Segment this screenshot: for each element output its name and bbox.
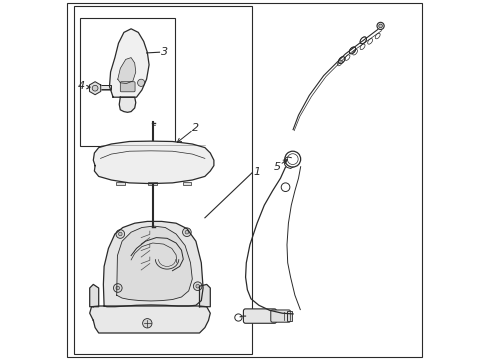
Circle shape xyxy=(92,85,98,91)
Circle shape xyxy=(116,230,124,238)
Polygon shape xyxy=(89,284,99,307)
Bar xyxy=(99,85,111,89)
Text: 2: 2 xyxy=(192,123,199,133)
Text: 4: 4 xyxy=(78,81,85,91)
FancyBboxPatch shape xyxy=(120,82,135,92)
Text: 5: 5 xyxy=(273,162,281,172)
Text: 3: 3 xyxy=(161,47,168,57)
Bar xyxy=(73,6,251,354)
Circle shape xyxy=(196,284,199,288)
Bar xyxy=(148,182,157,185)
Polygon shape xyxy=(119,97,136,112)
Circle shape xyxy=(193,282,202,291)
Polygon shape xyxy=(117,226,192,301)
Bar xyxy=(182,182,191,185)
Polygon shape xyxy=(89,82,101,95)
Circle shape xyxy=(378,24,382,28)
Circle shape xyxy=(142,319,152,328)
Bar xyxy=(99,85,111,90)
Bar xyxy=(116,182,124,185)
FancyBboxPatch shape xyxy=(243,309,276,323)
Polygon shape xyxy=(93,141,213,184)
Circle shape xyxy=(137,79,144,86)
Circle shape xyxy=(376,22,384,30)
FancyBboxPatch shape xyxy=(270,310,290,322)
Polygon shape xyxy=(103,221,203,307)
Circle shape xyxy=(185,230,188,234)
Circle shape xyxy=(113,284,122,292)
Polygon shape xyxy=(89,306,210,333)
Polygon shape xyxy=(199,284,210,307)
Bar xyxy=(286,311,291,321)
Text: 1: 1 xyxy=(253,167,260,177)
Polygon shape xyxy=(109,29,149,97)
Circle shape xyxy=(118,232,122,236)
Polygon shape xyxy=(118,58,136,84)
Circle shape xyxy=(182,228,191,237)
Circle shape xyxy=(116,286,120,290)
Bar xyxy=(80,18,175,146)
